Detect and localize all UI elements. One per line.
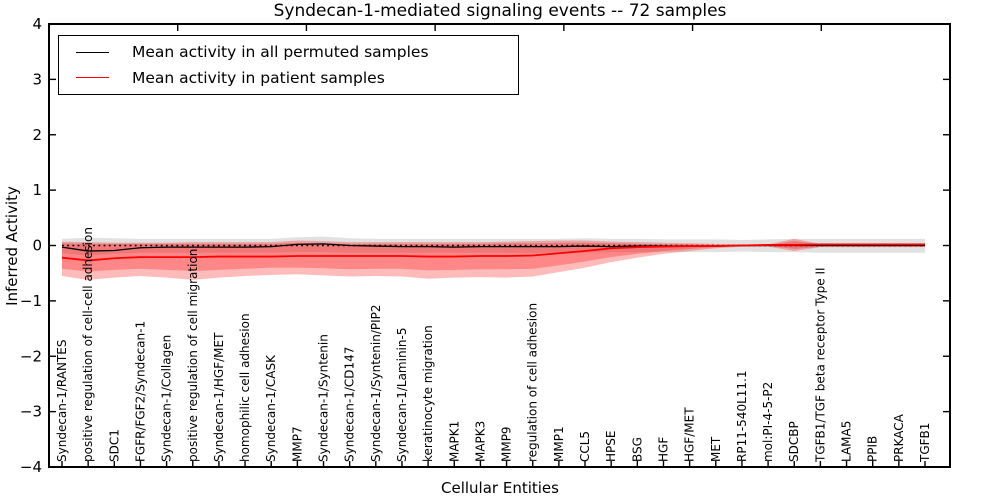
y-tick-label: 2 <box>32 126 42 144</box>
x-category-label: Syndecan-1/CASK <box>264 354 278 462</box>
y-tick-label: 4 <box>32 15 42 33</box>
y-tick-label: −1 <box>20 292 42 310</box>
x-category-label: Syndecan-1/CD147 <box>343 347 357 462</box>
patient-line-swatch <box>76 77 109 79</box>
y-tick-label: 1 <box>32 181 42 199</box>
x-category-label: PPIB <box>866 436 880 462</box>
x-category-label: Syndecan-1/Laminin-5 <box>395 328 409 462</box>
x-category-label: positive regulation of cell migration <box>186 249 200 462</box>
x-category-label: Syndecan-1/Collagen <box>160 335 174 462</box>
band-patient-samples-outer-range <box>62 238 925 280</box>
x-category-label: Syndecan-1/RANTES <box>55 340 69 462</box>
x-category-label: TGFB1 <box>918 423 932 463</box>
x-category-label: keratinocyte migration <box>421 325 435 462</box>
x-category-label: Syndecan-1/HGF/MET <box>212 332 226 462</box>
y-tick-label: −2 <box>20 347 42 365</box>
x-category-label: MMP1 <box>552 426 566 462</box>
x-category-label: HGF <box>656 437 670 462</box>
x-category-label: CCL5 <box>578 431 592 462</box>
x-category-label: Syndecan-1/Syntenin/PIP2 <box>369 304 383 462</box>
x-category-label: TGFB1/TGF beta receptor Type II <box>813 267 827 463</box>
x-category-label: SDC1 <box>107 429 121 462</box>
chart-title: Syndecan-1-mediated signaling events -- … <box>273 1 727 21</box>
x-category-label: MAPK3 <box>473 421 487 462</box>
x-category-label: HPSE <box>604 431 618 462</box>
y-tick-label: 0 <box>32 237 42 255</box>
x-category-label: HGF/MET <box>683 407 697 462</box>
x-category-label: FGFR/FGF2/Syndecan-1 <box>133 321 147 462</box>
x-category-label: PRKACA <box>892 413 906 462</box>
x-category-label: positive regulation of cell-cell adhesio… <box>81 227 95 462</box>
y-tick-label: −3 <box>20 403 42 421</box>
legend-label: Mean activity in all permuted samples <box>132 43 429 62</box>
x-category-label: Syndecan-1/Syntenin <box>317 334 331 462</box>
mean-line-patient <box>61 243 925 262</box>
x-category-label: MMP7 <box>290 426 304 462</box>
x-category-label: RP11-540L11.1 <box>735 371 749 462</box>
x-category-label: MET <box>709 436 723 462</box>
x-category-label: mol:PI-4-5-P2 <box>761 382 775 462</box>
x-category-label: MMP9 <box>500 426 514 462</box>
permuted-line-swatch <box>76 51 109 53</box>
x-category-label: homophilic cell adhesion <box>238 313 252 462</box>
legend-item-patient: Mean activity in patient samples <box>59 69 518 87</box>
y-tick-label: 3 <box>32 70 42 88</box>
legend-label: Mean activity in patient samples <box>132 68 385 87</box>
legend: Mean activity in all permuted samples Me… <box>58 35 519 95</box>
x-category-label: LAMA5 <box>840 421 854 462</box>
x-axis-label: Cellular Entities <box>441 479 559 497</box>
x-category-label: MAPK1 <box>447 421 461 462</box>
x-category-label: regulation of cell adhesion <box>526 303 540 462</box>
legend-item-permuted: Mean activity in all permuted samples <box>59 43 518 61</box>
x-category-label: SDCBP <box>787 421 801 462</box>
x-category-label: BSG <box>630 437 644 462</box>
y-tick-label: −4 <box>20 458 42 476</box>
